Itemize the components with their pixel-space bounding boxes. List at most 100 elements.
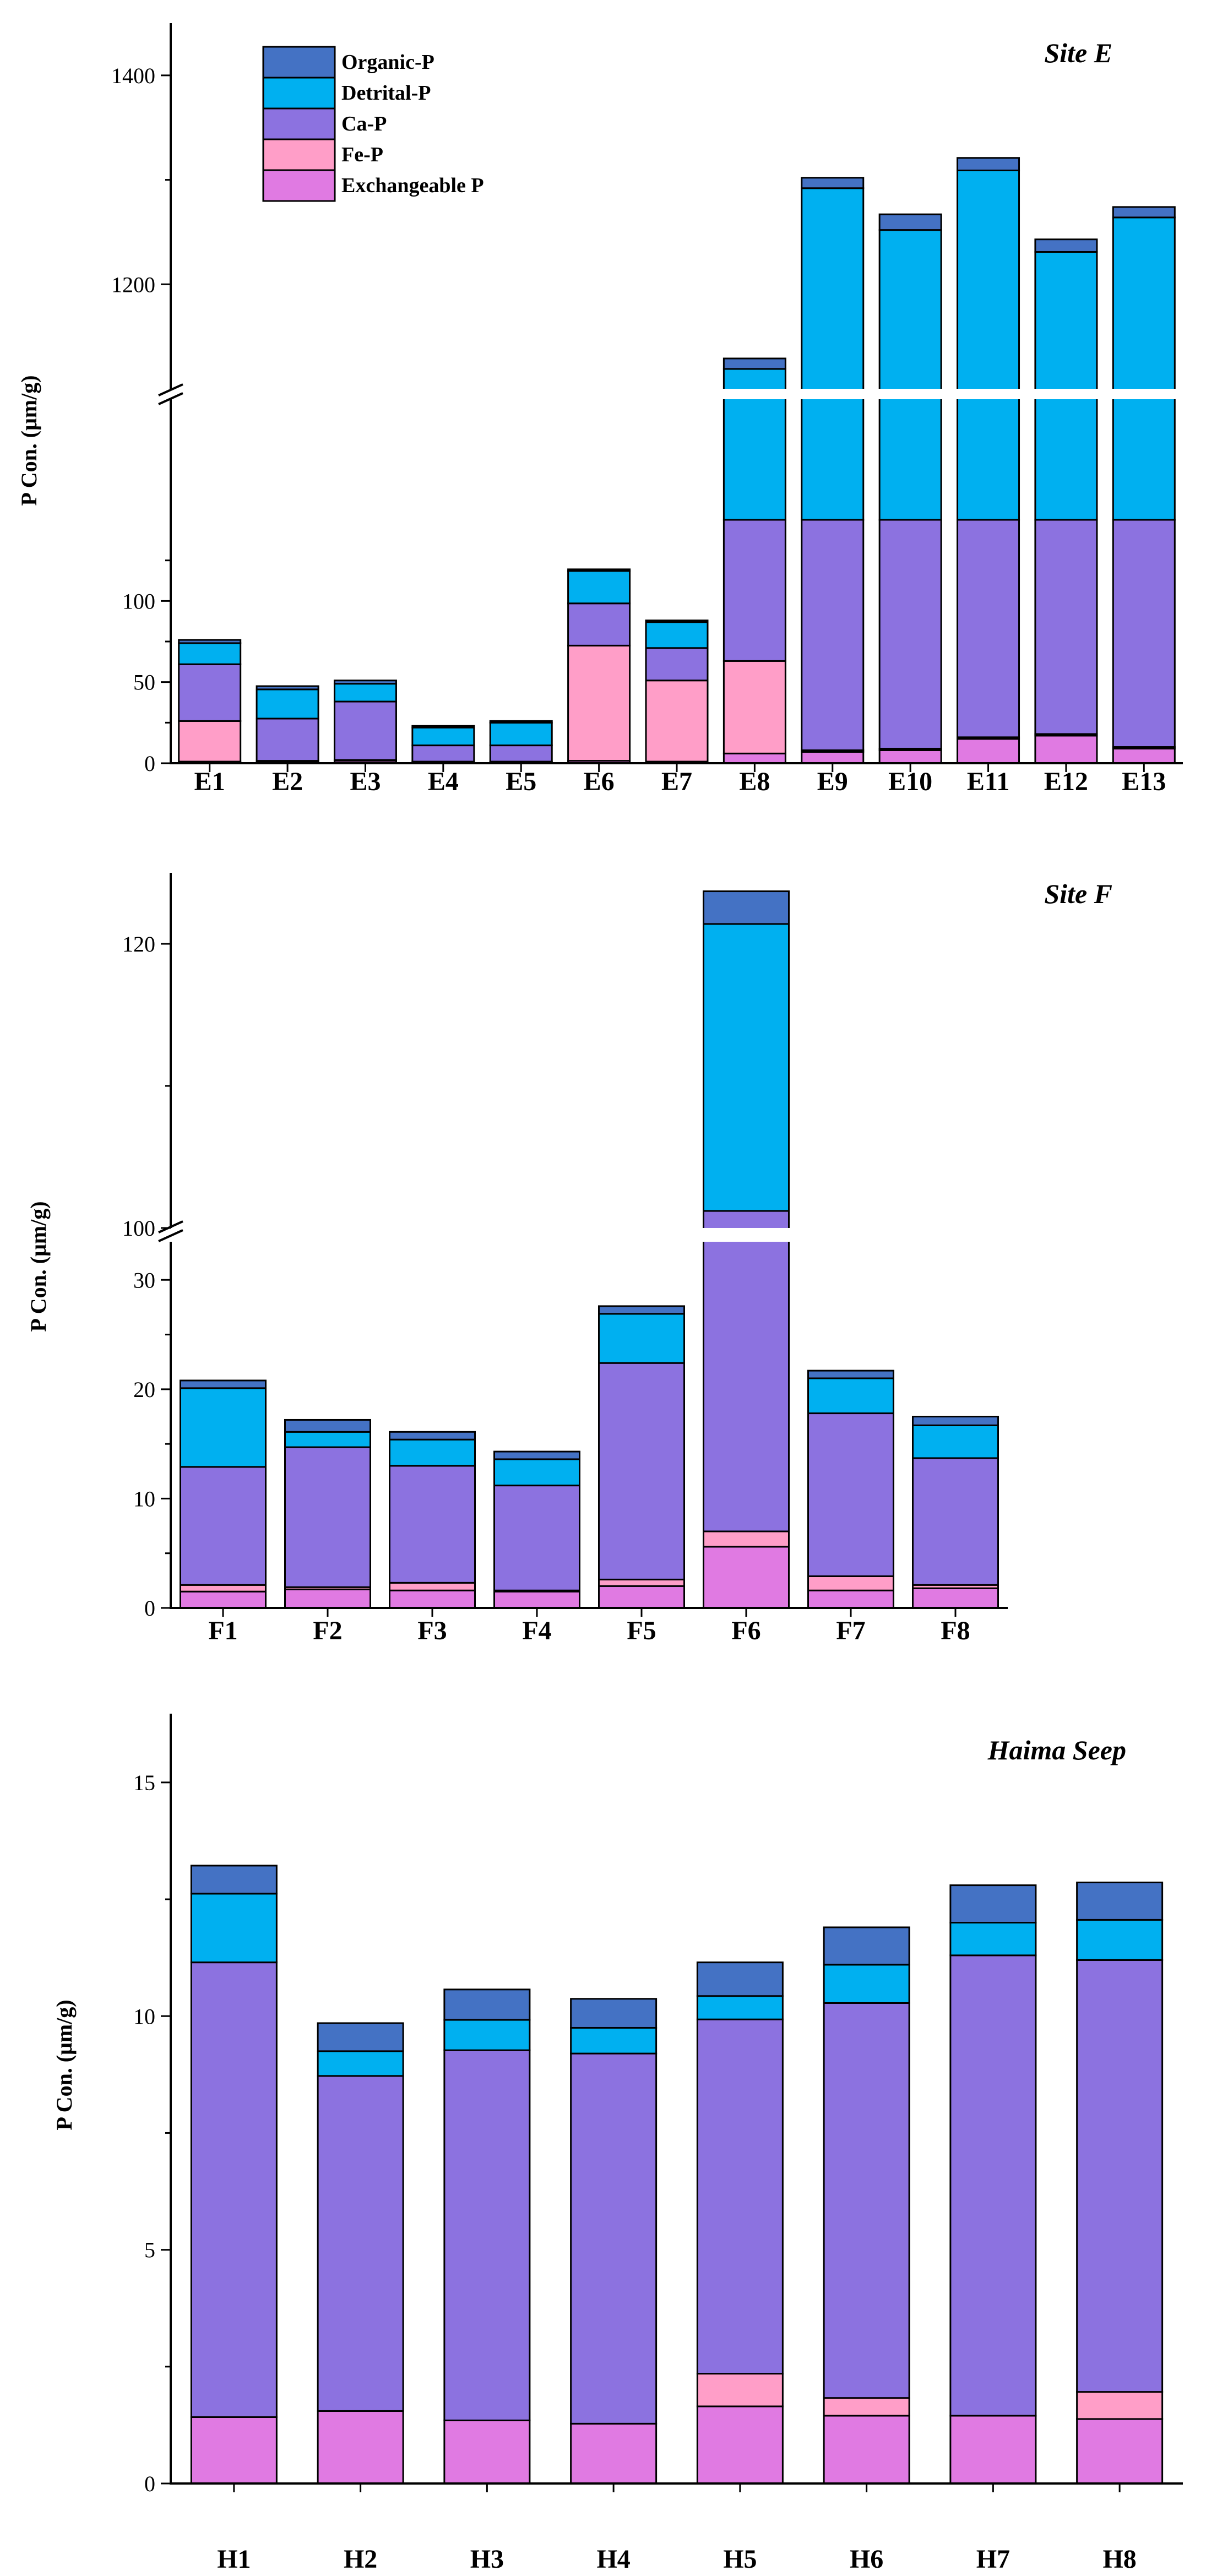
bar-F3-cap xyxy=(389,1465,476,1584)
bar-F4-exch xyxy=(493,1590,580,1609)
bar-E12-detrital xyxy=(1034,251,1098,521)
site-e-title: Site E xyxy=(1044,37,1112,68)
y-tick-label-50: 50 xyxy=(133,670,155,695)
bar-F5-detrital xyxy=(598,1313,685,1364)
bar-F1-organic xyxy=(180,1379,267,1389)
bar-F8-organic xyxy=(912,1416,999,1426)
x-tick-label-H5: H5 xyxy=(723,2545,757,2574)
haima-seep-panel: H1 H2 H3 H4 H5 H6 H7 H8 0 5 10 15 Haima Seep P Con.… xyxy=(52,1714,1183,2574)
y-tick-label-1400: 1400 xyxy=(111,63,155,88)
bar-E4-organic xyxy=(411,725,475,729)
bar-F5-organic xyxy=(598,1305,685,1315)
bar-E4-cap xyxy=(411,744,475,763)
x-tick-label-H7: H7 xyxy=(976,2545,1010,2574)
bar-E6-detrital xyxy=(567,570,631,605)
bar-H2-detrital xyxy=(317,2050,404,2077)
x-tick-label-F7: F7 xyxy=(836,1616,865,1645)
bar-H5-cap xyxy=(696,2018,784,2375)
legend-swatch-organic xyxy=(262,46,336,79)
y-tick-label-10: 10 xyxy=(133,2004,155,2029)
y-tick-label-100: 100 xyxy=(122,589,155,613)
x-tick-label-H3: H3 xyxy=(470,2545,504,2574)
bar-H7-exch xyxy=(949,2415,1037,2485)
y-tick-label-0: 0 xyxy=(144,2471,155,2496)
bar-H5-fep xyxy=(696,2373,784,2407)
bar-E5-detrital xyxy=(489,721,553,747)
bar-H8-organic xyxy=(1076,1882,1164,1921)
y-tick-label-15: 15 xyxy=(133,1770,155,1795)
bar-E11-cap xyxy=(957,519,1020,738)
site-f-ylabel: P Con. (μm/g) xyxy=(26,1201,51,1332)
bar-H6-organic xyxy=(823,1926,910,1966)
bar-F6-exch xyxy=(703,1546,790,1609)
y-tick-label-10: 10 xyxy=(133,1486,155,1511)
bar-E1-organic xyxy=(178,639,242,644)
site-e-panel: E1 E2 E3 E4 E5 E6 E7 E8 E9 E10 E11 E12 E130501001200… xyxy=(17,23,1185,796)
bar-H3-organic xyxy=(443,1988,531,2021)
bar-H1-exch xyxy=(190,2416,278,2485)
bar-H5-organic xyxy=(696,1961,784,1997)
bar-H8-exch xyxy=(1076,2418,1164,2485)
legend-swatch-detrital xyxy=(262,77,336,110)
bar-F7-detrital xyxy=(807,1377,894,1415)
legend-label-exch: Exchangeable P xyxy=(341,174,484,197)
bar-H1-cap xyxy=(190,1961,278,2418)
bar-F2-exch xyxy=(284,1588,371,1609)
bar-F5-fep xyxy=(598,1578,685,1587)
bar-E8-fep xyxy=(722,660,786,754)
y-tick-label-0: 0 xyxy=(144,1596,155,1621)
legend-label-fep: Fe-P xyxy=(341,143,383,166)
site-e-ylabel: P Con. (μm/g) xyxy=(17,375,41,506)
bar-H7-detrital xyxy=(949,1922,1037,1957)
site-f-axes: F1 F2 F3 F4 F5 F6 F7 F8 0 10 20 30 100 120 xyxy=(122,873,1008,1645)
bar-H8-fep xyxy=(1076,2391,1164,2420)
site-e-axes: E1 E2 E3 E4 E5 E6 E7 E8 E9 E10 E11 E12 E130501001200… xyxy=(111,23,1183,796)
bar-E4-detrital xyxy=(411,726,475,747)
bar-H8-cap xyxy=(1076,1959,1164,2393)
bar-H7-cap xyxy=(949,1954,1037,2417)
bar-F6-cap xyxy=(703,1210,790,1532)
bar-E10-organic xyxy=(878,213,942,231)
bar-E9-exch xyxy=(801,751,865,764)
haima-seep-axes: H1 H2 H3 H4 H5 H6 H7 H8 0 5 10 15 xyxy=(133,1714,1183,2574)
legend-swatch-fep xyxy=(262,138,336,171)
bar-F1-cap xyxy=(180,1466,267,1586)
bar-E13-organic xyxy=(1112,206,1176,219)
bar-F6-fep xyxy=(703,1530,790,1548)
bar-E12-organic xyxy=(1034,238,1098,253)
axis-break-mark-lower xyxy=(158,1229,183,1242)
bar-E6-organic xyxy=(567,568,631,572)
haima-seep-bars xyxy=(190,1865,1164,2485)
bar-E1-cap xyxy=(178,663,242,722)
bar-F3-fep xyxy=(389,1582,476,1591)
bar-F2-detrital xyxy=(284,1431,371,1448)
bar-E7-fep xyxy=(645,680,709,763)
bar-H6-fep xyxy=(823,2397,910,2417)
y-tick-label-5: 5 xyxy=(144,2238,155,2263)
bar-F3-exch xyxy=(389,1589,476,1609)
bar-F6-organic xyxy=(703,890,790,925)
bar-E9-cap xyxy=(801,519,865,751)
legend-label-organic: Organic-P xyxy=(341,51,434,74)
x-tick-label-F1: F1 xyxy=(208,1616,237,1645)
bar-E8-cap xyxy=(722,519,786,662)
x-tick-label-H2: H2 xyxy=(344,2545,377,2574)
y-tick-label-100: 100 xyxy=(122,1216,155,1241)
bar-E8-organic xyxy=(722,357,786,370)
bar-F7-fep xyxy=(807,1575,894,1591)
axis-break-mark-upper xyxy=(158,1220,183,1233)
bar-H5-exch xyxy=(696,2405,784,2485)
bar-H4-cap xyxy=(570,2052,658,2425)
bar-E8-exch xyxy=(722,752,786,764)
bar-E12-exch xyxy=(1034,735,1098,764)
bar-F7-cap xyxy=(807,1412,894,1577)
legend: Organic-P Detrital-P Ca-P Fe-P Exchangeable … xyxy=(262,46,484,202)
bar-F5-cap xyxy=(598,1362,685,1580)
bar-F8-exch xyxy=(912,1587,999,1609)
y-tick-label-1200: 1200 xyxy=(111,272,155,297)
x-tick-label-F6: F6 xyxy=(731,1616,760,1645)
bar-H4-detrital xyxy=(570,2026,658,2055)
bar-F8-detrital xyxy=(912,1424,999,1459)
bar-E7-detrital xyxy=(645,621,709,649)
